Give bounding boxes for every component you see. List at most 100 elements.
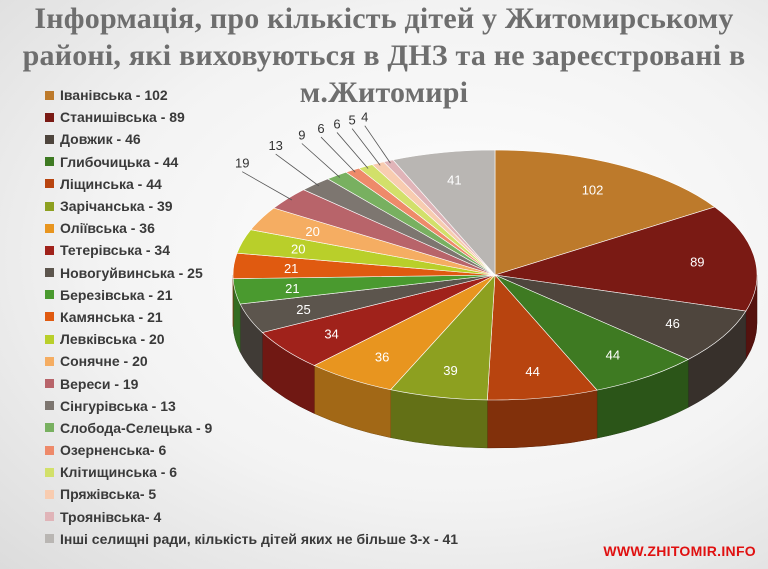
pie-slice xyxy=(487,274,598,401)
pie-slice xyxy=(494,274,747,360)
legend-item: Пряжівська- 5 xyxy=(45,483,545,505)
legend-label: Озерненська- 6 xyxy=(60,442,167,459)
legend-swatch xyxy=(45,379,54,389)
pie-slice xyxy=(494,206,758,312)
data-label: 4 xyxy=(361,110,368,125)
legend-label: Глибочицька - 44 xyxy=(60,153,179,170)
legend-label: Слобода-Селецька - 9 xyxy=(60,419,213,436)
legend-item: Інші селищні ради, кількість дітей яких … xyxy=(45,528,545,550)
legend-item: Новогуйвинська - 25 xyxy=(45,262,545,284)
data-label: 21 xyxy=(285,281,299,296)
data-label: 44 xyxy=(525,364,539,379)
chart-legend: Іванівська - 102 Станишівська - 89 Довжик … xyxy=(45,84,545,550)
data-label: 19 xyxy=(235,156,249,171)
legend-swatch xyxy=(45,423,54,433)
data-label-leader xyxy=(301,143,341,178)
data-label: 89 xyxy=(690,254,704,269)
data-label-leader xyxy=(364,125,391,164)
legend-label: Зарічанська - 39 xyxy=(60,198,173,215)
chart-title: Інформація, про кількість дітей у Житоми… xyxy=(0,0,768,111)
legend-label: Станишівська - 89 xyxy=(60,109,185,126)
legend-item: Троянівська- 4 xyxy=(45,506,545,528)
legend-item: Камянська - 21 xyxy=(45,306,545,328)
legend-swatch xyxy=(45,201,54,211)
watermark: WWW.ZHITOMIR.INFO xyxy=(603,543,756,559)
legend-swatch xyxy=(45,467,54,477)
legend-label: Іванівська - 102 xyxy=(60,87,168,104)
chart-title-line: Інформація, про кількість дітей у Житоми… xyxy=(34,2,734,35)
legend-swatch xyxy=(45,223,54,233)
chart-title-line: м.Житомирі xyxy=(299,76,469,109)
data-label: 9 xyxy=(298,127,305,142)
legend-label: Березівська - 21 xyxy=(60,286,173,303)
legend-label: Пряжівська- 5 xyxy=(60,486,157,503)
data-label: 6 xyxy=(333,116,340,131)
data-label: 20 xyxy=(305,224,319,239)
legend-swatch xyxy=(45,356,54,366)
legend-swatch xyxy=(45,512,54,522)
data-label: 44 xyxy=(606,348,620,363)
pie-top xyxy=(232,149,758,401)
legend-label: Камянська - 21 xyxy=(60,308,163,325)
legend-label: Сонячне - 20 xyxy=(60,353,148,370)
legend-swatch xyxy=(45,534,54,544)
legend-item: Станишівська - 89 xyxy=(45,106,545,128)
legend-swatch xyxy=(45,157,54,167)
legend-label: Вереси - 19 xyxy=(60,375,139,392)
legend-item: Зарічанська - 39 xyxy=(45,195,545,217)
legend-swatch xyxy=(45,401,54,411)
legend-label: Ліщинська - 44 xyxy=(60,175,162,192)
chart-title-line: районі, які виховуються в ДНЗ та не заре… xyxy=(22,39,746,72)
data-label-leader xyxy=(242,171,293,201)
data-label: 20 xyxy=(291,242,305,257)
pie-slice xyxy=(494,149,716,276)
legend-item: Клітищинська - 6 xyxy=(45,461,545,483)
legend-swatch xyxy=(45,134,54,144)
data-label-leader xyxy=(275,153,320,187)
legend-label: Новогуйвинська - 25 xyxy=(60,264,203,281)
data-label: 5 xyxy=(348,113,355,128)
data-label: 46 xyxy=(665,316,679,331)
legend-label: Сінгурівська - 13 xyxy=(60,397,176,414)
legend-item: Озерненська- 6 xyxy=(45,439,545,461)
legend-item: Оліївська - 36 xyxy=(45,217,545,239)
legend-swatch xyxy=(45,290,54,300)
legend-swatch xyxy=(45,489,54,499)
legend-item: Левківська - 20 xyxy=(45,328,545,350)
legend-swatch xyxy=(45,245,54,255)
legend-label: Оліївська - 36 xyxy=(60,220,155,237)
data-label: 41 xyxy=(447,172,461,187)
legend-swatch xyxy=(45,312,54,322)
legend-swatch xyxy=(45,90,54,100)
legend-label: Клітищинська - 6 xyxy=(60,464,178,481)
pie-slice xyxy=(494,274,689,391)
legend-swatch xyxy=(45,112,54,122)
legend-label: Довжик - 46 xyxy=(60,131,141,148)
pie-slice xyxy=(392,149,496,276)
legend-swatch xyxy=(45,334,54,344)
data-label: 21 xyxy=(284,261,298,276)
data-label: 13 xyxy=(268,138,282,153)
legend-label: Левківська - 20 xyxy=(60,331,165,348)
data-label: 36 xyxy=(375,349,389,364)
legend-swatch xyxy=(45,179,54,189)
legend-item: Іванівська - 102 xyxy=(45,84,545,106)
legend-item: Слобода-Селецька - 9 xyxy=(45,417,545,439)
data-label-leader xyxy=(336,132,369,169)
data-label: 102 xyxy=(582,182,604,197)
legend-item: Сонячне - 20 xyxy=(45,350,545,372)
data-label: 39 xyxy=(443,363,457,378)
data-label-leader xyxy=(320,136,356,173)
legend-swatch xyxy=(45,445,54,455)
legend-item: Вереси - 19 xyxy=(45,372,545,394)
legend-item: Сінгурівська - 13 xyxy=(45,395,545,417)
data-label: 6 xyxy=(317,121,324,136)
legend-label: Тетерівська - 34 xyxy=(60,242,170,259)
legend-swatch xyxy=(45,268,54,278)
legend-label: Інші селищні ради, кількість дітей яких … xyxy=(60,530,459,547)
data-label-leader xyxy=(351,128,381,166)
legend-item: Тетерівська - 34 xyxy=(45,239,545,261)
data-label: 25 xyxy=(296,302,310,317)
